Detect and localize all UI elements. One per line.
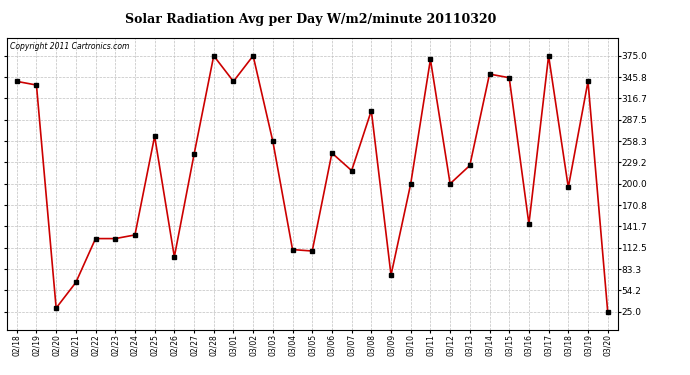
Text: Solar Radiation Avg per Day W/m2/minute 20110320: Solar Radiation Avg per Day W/m2/minute … [125,13,496,26]
Text: Copyright 2011 Cartronics.com: Copyright 2011 Cartronics.com [10,42,129,51]
